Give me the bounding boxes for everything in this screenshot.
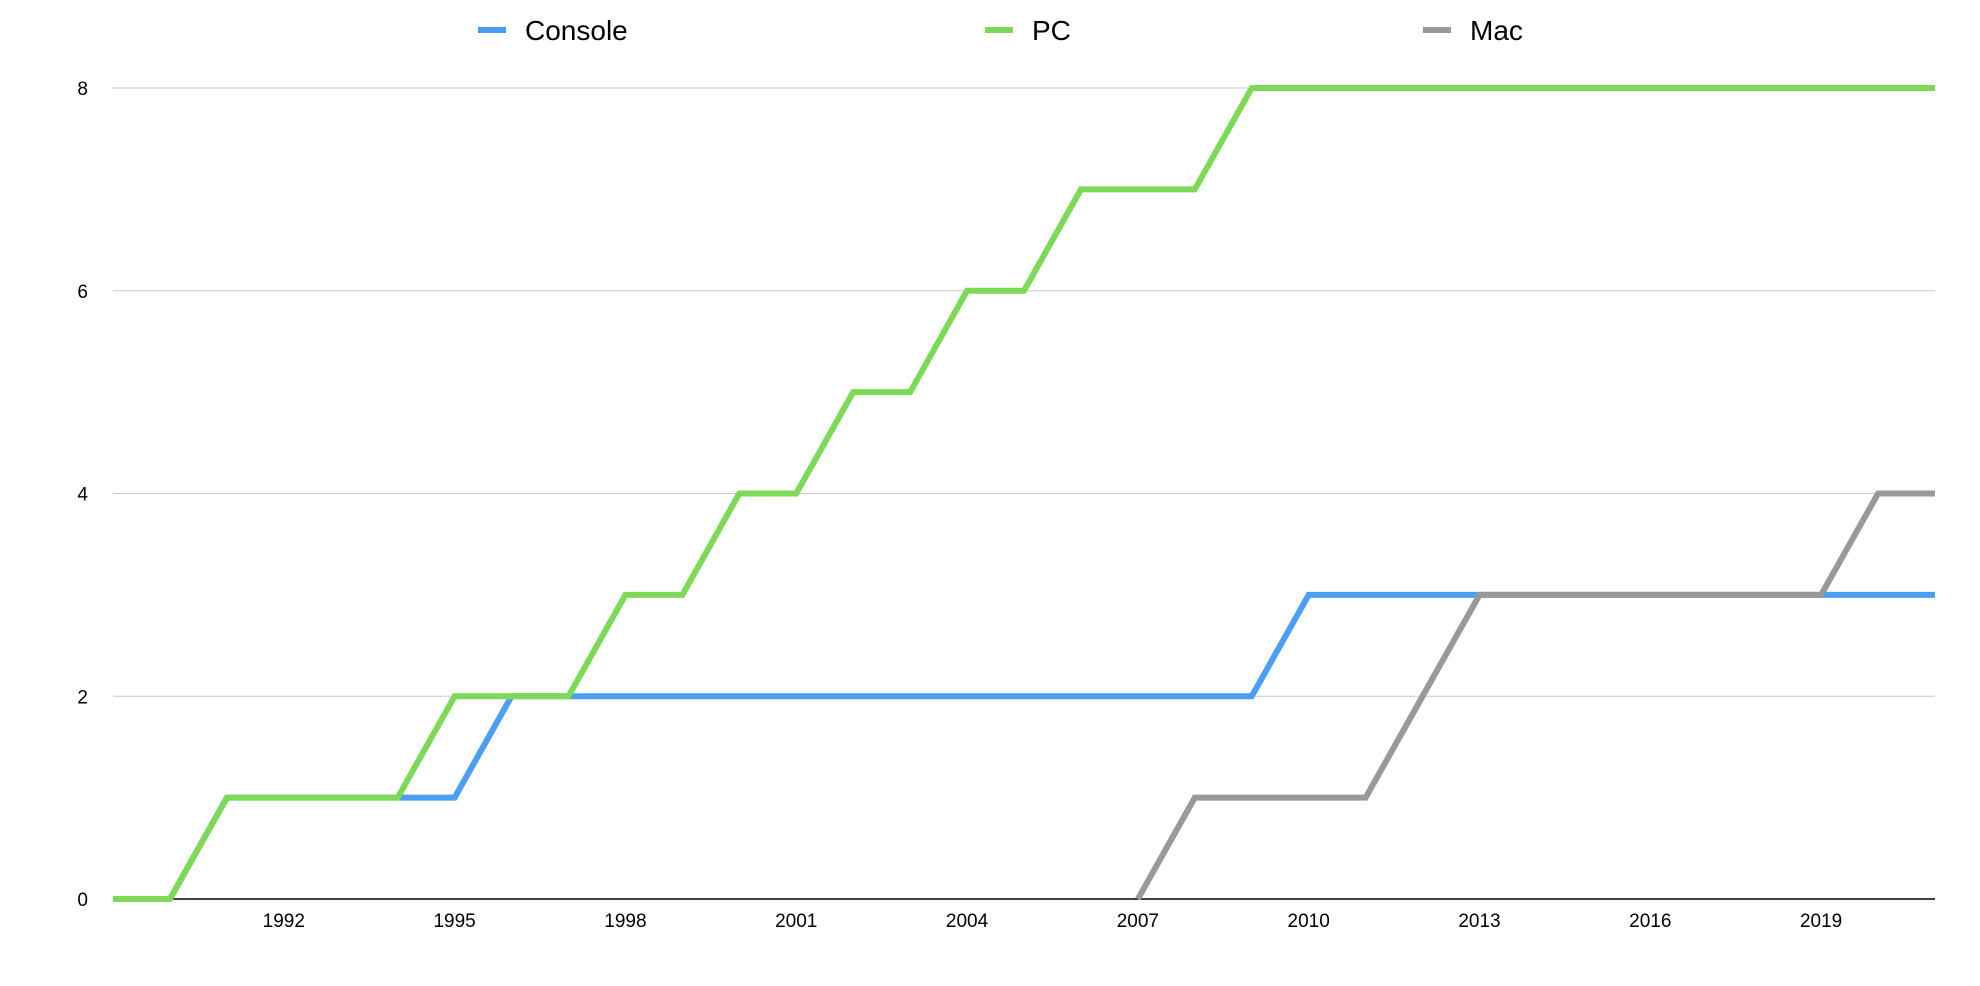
legend-item-mac: Mac [1423,15,1523,46]
grid-layer [113,87,1935,697]
y-tick-label: 2 [77,687,88,708]
y-tick-label: 4 [77,485,88,506]
legend: Console PC Mac [478,15,1523,46]
x-tick-label: 2004 [946,911,989,932]
x-tick-label: 2019 [1800,911,1842,932]
legend-label: Mac [1470,15,1523,46]
x-tick-label: 2016 [1629,911,1671,932]
x-tick-label: 2007 [1117,911,1159,932]
y-tick-label: 6 [77,282,88,303]
y-tick-label: 8 [77,79,88,100]
series-line-pc [113,85,1935,902]
x-tick-label: 1995 [433,911,475,932]
legend-item-console: Console [478,15,628,46]
y-tick-label: 0 [77,890,88,911]
series-line-console [113,591,1935,902]
legend-label: PC [1032,15,1071,46]
x-tick-label: 2013 [1458,911,1500,932]
x-tick-label: 1998 [604,911,646,932]
x-tick-label: 1992 [263,911,305,932]
legend-label: Console [525,15,628,46]
x-tick-label: 2001 [775,911,817,932]
x-tick-label: 2010 [1288,911,1330,932]
legend-item-pc: PC [985,15,1071,46]
axis-layer: 0 2 4 6 8 1992 1995 1998 2001 2004 2007 2010 2013 201… [77,79,1935,932]
series-layer [113,85,1935,902]
series-line-mac [1135,490,1935,901]
